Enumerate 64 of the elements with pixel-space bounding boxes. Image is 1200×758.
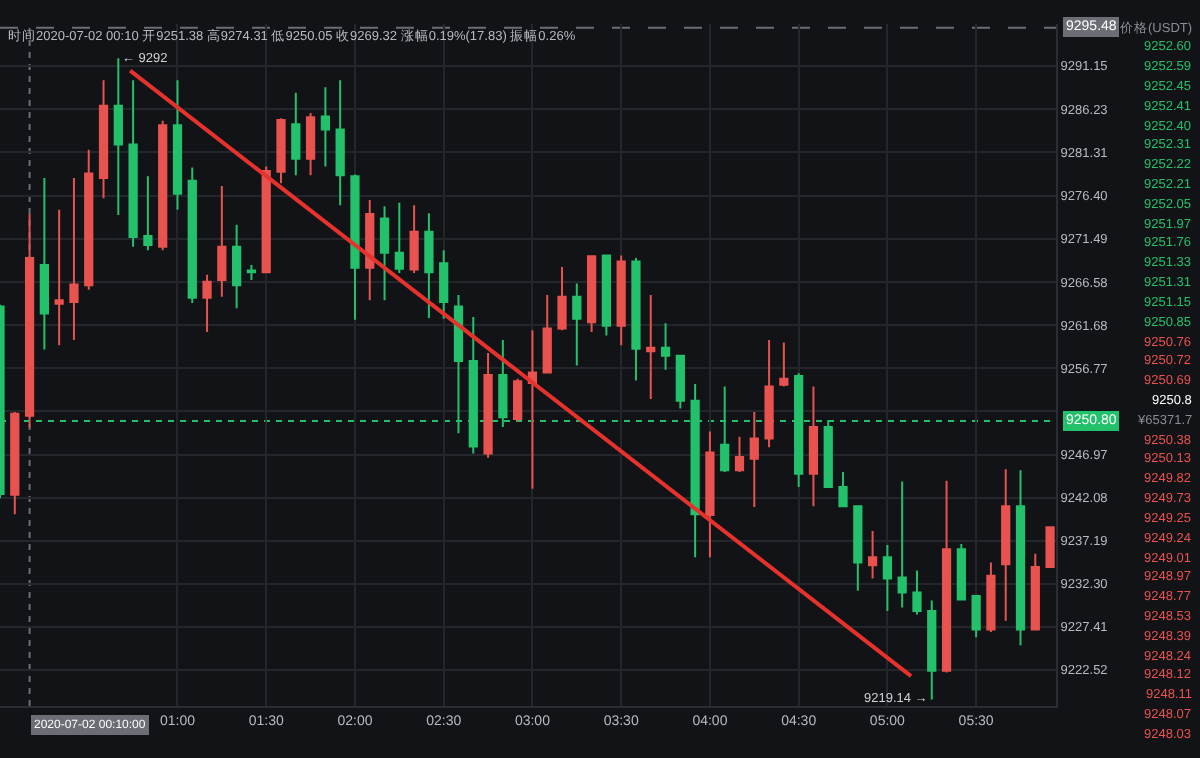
- candlestick: [749, 411, 759, 509]
- candlestick: [601, 253, 612, 337]
- candlestick: [84, 148, 94, 291]
- candlestick: [202, 273, 212, 333]
- candlestick: [882, 543, 893, 612]
- candlestick: [779, 341, 789, 388]
- candlestick: [350, 173, 360, 321]
- candlestick: [867, 529, 878, 580]
- candlestick: [941, 479, 952, 674]
- candlestick: [660, 322, 671, 371]
- candlestick: [305, 111, 316, 177]
- candlestick: [912, 569, 922, 616]
- candlestick: [158, 119, 168, 252]
- candlestick: [513, 377, 523, 423]
- candlestick: [409, 204, 419, 275]
- candlestick: [631, 257, 641, 382]
- candlestick: [616, 254, 626, 347]
- candlestick: [232, 223, 242, 310]
- candlestick: [128, 79, 138, 248]
- candlestick: [335, 79, 345, 207]
- candlestick: [705, 430, 715, 559]
- candlestick: [54, 208, 64, 347]
- candlestick: [483, 352, 493, 459]
- candlestick: [217, 184, 227, 298]
- candlestick: [10, 411, 20, 516]
- candlestick: [853, 504, 863, 592]
- candlestick: [39, 177, 49, 351]
- candlestick: [424, 212, 434, 319]
- candlestick: [69, 177, 79, 341]
- candlestick: [675, 353, 685, 410]
- candlestick: [927, 599, 937, 701]
- candlestick: [379, 205, 390, 302]
- candlestick: [246, 264, 257, 282]
- candlestick: [24, 213, 35, 429]
- candlestick: [971, 594, 981, 639]
- candlestick: [808, 385, 819, 508]
- candlestick: [897, 480, 907, 609]
- candlestick: [572, 282, 582, 367]
- candlestick: [1030, 552, 1040, 631]
- candlestick: [764, 338, 774, 449]
- candlestick: [291, 91, 301, 177]
- candlestick: [187, 166, 197, 304]
- candlestick: [439, 249, 449, 320]
- candlestick: [646, 294, 656, 400]
- candlestick: [586, 254, 597, 333]
- candlestick: [527, 329, 538, 490]
- candlestick: [365, 199, 375, 302]
- candlestick: [1001, 468, 1011, 622]
- candlestick: [1045, 525, 1055, 569]
- candlestick: [98, 79, 109, 200]
- candlestick: [261, 165, 271, 275]
- candlestick: [557, 265, 567, 332]
- candlestick: [838, 470, 848, 509]
- candlestick: [1015, 469, 1026, 647]
- candlestick: [276, 117, 286, 185]
- candlestick: [986, 561, 996, 634]
- candlestick: [734, 435, 745, 473]
- candlestick: [320, 86, 330, 168]
- candlestick: [542, 294, 552, 375]
- candlestick: [113, 57, 123, 216]
- candlestick: [143, 175, 153, 252]
- candlestick: [172, 79, 183, 211]
- candlestick: [956, 543, 966, 602]
- candlestick: [394, 201, 404, 275]
